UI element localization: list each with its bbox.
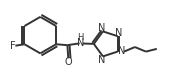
Text: F: F bbox=[10, 41, 16, 51]
Text: N: N bbox=[115, 28, 122, 38]
Text: H: H bbox=[77, 33, 84, 42]
Text: N: N bbox=[98, 23, 106, 33]
Text: N: N bbox=[118, 46, 126, 56]
Text: N: N bbox=[98, 55, 106, 65]
Text: O: O bbox=[64, 57, 72, 67]
Text: N: N bbox=[77, 38, 84, 48]
